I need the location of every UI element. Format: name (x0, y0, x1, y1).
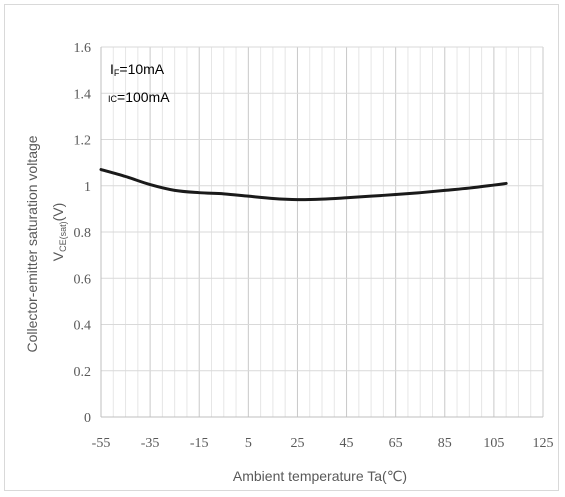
series-line-0 (99, 168, 508, 202)
x-tick-label: 5 (245, 436, 252, 451)
annotation-if-symbol: I (110, 61, 114, 77)
annotation-if-value: =10mA (119, 61, 164, 77)
x-axis-title: Ambient temperature Ta(℃) (233, 468, 407, 484)
x-tick-label: -15 (190, 436, 209, 451)
y-tick-label: 0 (84, 411, 91, 426)
chart-frame (4, 4, 559, 491)
annotation-ic-subscript: C (111, 94, 118, 104)
y-tick-label: 1 (84, 180, 91, 195)
y-tick-label: 1.4 (74, 87, 92, 102)
x-tick-label: -35 (141, 436, 160, 451)
y-tick-label: 1.2 (74, 134, 92, 149)
y-tick-label: 1.6 (74, 41, 92, 56)
y-axis-symbol-subscript: CE(sat) (58, 221, 68, 252)
series (99, 168, 508, 202)
x-tick-label: -55 (92, 436, 111, 451)
x-tick-label: 125 (533, 436, 554, 451)
x-tick-label: 85 (438, 436, 452, 451)
y-axis-title: Collector-emitter saturation voltage (24, 135, 40, 352)
y-tick-label: 0.2 (74, 365, 92, 380)
annotation-if-subscript: F (114, 68, 120, 78)
x-tick-label: 25 (290, 436, 304, 451)
x-tick-label: 45 (340, 436, 354, 451)
y-tick-label: 0.8 (74, 226, 92, 241)
y-axis-symbol-unit: (V) (50, 203, 66, 222)
y-axis-symbol: VCE(sat)(V) (50, 203, 68, 262)
annotation-ic: IC=100mA (108, 89, 170, 105)
annotation-ic-symbol: I (108, 94, 111, 104)
x-tick-label: 105 (483, 436, 504, 451)
annotation-ic-value: =100mA (117, 89, 170, 105)
y-tick-label: 0.4 (74, 319, 92, 334)
tick-labels: 0 0.2 0.4 0.6 0.8 1 1.2 1.4 1.6 -55 -35 -15 5 25 45 65 8… (74, 41, 554, 451)
annotation-if: IF=10mA (110, 61, 165, 78)
axes (100, 47, 543, 418)
y-tick-label: 0.6 (74, 272, 92, 287)
y-axis-symbol-letter: V (50, 251, 66, 261)
x-tick-label: 65 (389, 436, 403, 451)
